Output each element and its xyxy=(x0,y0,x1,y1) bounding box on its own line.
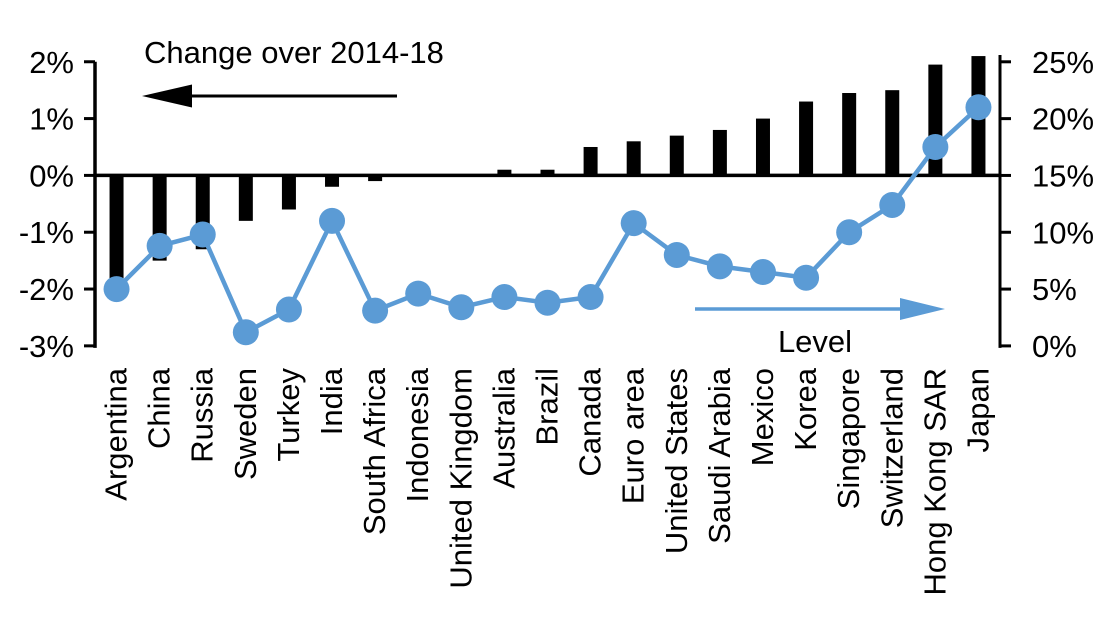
y-axis-right-label: 5% xyxy=(1032,272,1077,307)
y-axis-left-label: -1% xyxy=(19,215,74,250)
level-marker-10 xyxy=(534,289,561,316)
level-series-annotation: Level xyxy=(777,324,853,359)
change-series-annotation: Change over 2014-18 xyxy=(144,35,444,70)
y-axis-left-label: 2% xyxy=(29,45,74,80)
change-bar-17 xyxy=(842,93,857,176)
change-bar-16 xyxy=(799,101,814,176)
y-axis-left-label: -3% xyxy=(19,329,74,364)
x-axis-label-5: India xyxy=(314,367,349,435)
change-bar-14 xyxy=(712,129,727,176)
change-bar-12 xyxy=(626,141,641,176)
y-axis-left-label: 1% xyxy=(29,102,74,137)
x-axis-label-2: Russia xyxy=(185,367,220,463)
x-axis-label-7: Indonesia xyxy=(400,367,435,502)
x-axis-label-6: South Africa xyxy=(357,367,392,535)
x-axis-label-11: Canada xyxy=(573,367,608,476)
x-axis-label-17: Singapore xyxy=(831,368,866,509)
level-marker-7 xyxy=(405,280,432,307)
level-marker-1 xyxy=(146,232,173,259)
x-axis-label-10: Brazil xyxy=(530,368,565,446)
level-arrow-head xyxy=(900,298,945,320)
change-bar-0 xyxy=(109,175,124,284)
change-bar-10 xyxy=(540,169,555,176)
level-marker-19 xyxy=(922,134,949,161)
y-axis-right-label: 10% xyxy=(1032,215,1094,250)
x-axis-label-1: China xyxy=(142,367,177,449)
level-marker-3 xyxy=(232,319,259,346)
x-axis-label-14: Saudi Arabia xyxy=(702,367,737,544)
x-axis-label-3: Sweden xyxy=(228,368,263,480)
x-axis-label-18: Switzerland xyxy=(874,368,909,528)
change-bar-9 xyxy=(497,169,512,176)
y-axis-right-label: 25% xyxy=(1032,45,1094,80)
level-marker-15 xyxy=(749,259,776,286)
y-axis-left-label: -2% xyxy=(19,272,74,307)
change-bar-13 xyxy=(669,135,684,176)
x-axis-label-20: Japan xyxy=(960,368,995,452)
level-marker-8 xyxy=(448,294,475,321)
level-marker-20 xyxy=(965,94,992,121)
level-marker-18 xyxy=(879,191,906,218)
change-bar-6 xyxy=(368,175,383,182)
y-axis-right-label: 20% xyxy=(1032,102,1094,137)
x-axis-label-8: United Kingdom xyxy=(443,368,478,589)
x-axis-label-12: Euro area xyxy=(616,367,651,504)
level-marker-2 xyxy=(189,221,216,248)
x-axis-label-19: Hong Kong SAR xyxy=(917,368,952,595)
change-bar-11 xyxy=(583,146,598,176)
level-marker-14 xyxy=(706,253,733,280)
level-marker-4 xyxy=(275,296,302,323)
y-axis-right-label: 0% xyxy=(1032,329,1077,364)
level-marker-0 xyxy=(103,276,130,303)
level-marker-12 xyxy=(620,210,647,237)
change-bar-15 xyxy=(755,118,770,176)
x-axis-label-16: Korea xyxy=(788,367,823,450)
x-axis-label-13: United States xyxy=(659,368,694,554)
change-bar-18 xyxy=(885,90,900,176)
level-marker-5 xyxy=(319,207,346,234)
change-bar-5 xyxy=(325,175,340,187)
x-axis-label-15: Mexico xyxy=(745,368,780,466)
x-axis-label-4: Turkey xyxy=(271,368,306,462)
x-axis-label-9: Australia xyxy=(486,367,521,488)
change-bar-3 xyxy=(238,175,253,221)
level-marker-6 xyxy=(362,297,389,324)
y-axis-right-label: 15% xyxy=(1032,158,1094,193)
level-marker-9 xyxy=(491,284,518,311)
level-marker-11 xyxy=(577,284,604,311)
change-arrow-head xyxy=(142,84,192,108)
level-marker-13 xyxy=(663,241,690,268)
change-bar-4 xyxy=(281,175,296,210)
level-marker-16 xyxy=(793,264,820,291)
level-marker-17 xyxy=(836,219,863,246)
x-axis-label-0: Argentina xyxy=(99,367,134,500)
y-axis-left-label: 0% xyxy=(29,158,74,193)
